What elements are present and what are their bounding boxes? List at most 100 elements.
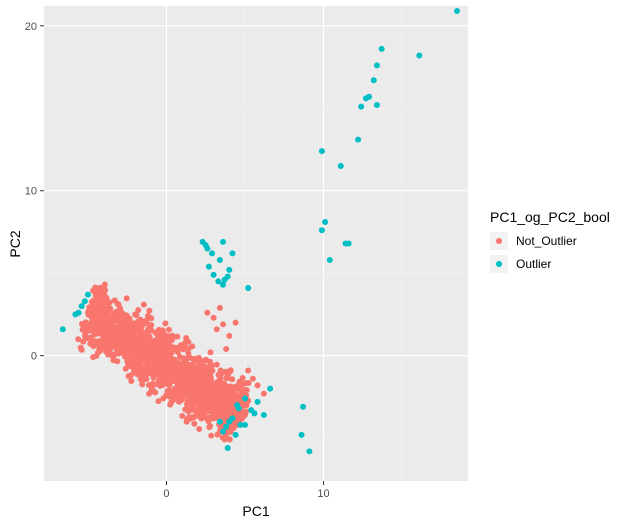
point-not-outlier-cloud <box>232 393 239 400</box>
point-not-outlier-cloud <box>154 328 161 335</box>
point-not-outlier-cloud <box>166 393 173 400</box>
point-not-outlier-cloud <box>117 317 124 324</box>
point-not-outlier <box>191 392 198 399</box>
point-not-outlier-cloud <box>146 307 153 314</box>
point-outlier <box>251 410 258 417</box>
point-not-outlier <box>100 308 107 315</box>
point-not-outlier <box>242 412 249 419</box>
point-not-outlier <box>138 349 145 356</box>
point-not-outlier-cloud <box>131 369 138 376</box>
point-not-outlier-cloud <box>125 317 132 324</box>
x-axis-ticks: 0 10 <box>163 481 330 500</box>
point-not-outlier-cloud <box>96 293 103 300</box>
point-outlier <box>267 385 274 392</box>
point-not-outlier <box>179 395 186 402</box>
legend-marker-outlier <box>496 261 502 267</box>
point-not-outlier-cloud <box>137 360 144 367</box>
point-not-outlier-cloud <box>128 377 135 384</box>
point-not-outlier-cloud <box>146 325 153 332</box>
point-not-outlier-cloud <box>169 332 176 339</box>
point-not-outlier <box>229 408 236 415</box>
point-outlier <box>242 395 249 402</box>
point-not-outlier <box>223 346 230 353</box>
point-not-outlier-cloud <box>183 401 190 408</box>
point-outlier <box>337 162 344 169</box>
point-outlier <box>205 263 212 270</box>
point-not-outlier <box>232 319 239 326</box>
point-not-outlier <box>157 362 164 369</box>
point-not-outlier-cloud <box>205 414 212 421</box>
point-not-outlier-cloud <box>178 387 185 394</box>
point-not-outlier <box>234 385 241 392</box>
grid-minor <box>44 6 468 481</box>
point-not-outlier-cloud <box>208 385 215 392</box>
point-not-outlier <box>187 387 194 394</box>
point-not-outlier-cloud <box>242 380 249 387</box>
point-not-outlier <box>116 327 123 334</box>
point-not-outlier-cloud <box>170 346 177 353</box>
point-not-outlier <box>207 349 214 356</box>
point-not-outlier-cloud <box>195 412 202 419</box>
point-not-outlier-cloud <box>137 376 144 383</box>
point-not-outlier <box>141 337 148 344</box>
point-not-outlier-cloud <box>213 361 220 368</box>
point-not-outlier <box>213 326 220 333</box>
point-outlier <box>260 412 267 419</box>
point-not-outlier-cloud <box>137 332 144 339</box>
point-outlier <box>237 421 244 428</box>
point-not-outlier-cloud <box>82 333 89 340</box>
point-not-outlier <box>210 415 217 422</box>
point-outlier <box>378 45 385 52</box>
point-not-outlier-cloud <box>148 315 155 322</box>
point-not-outlier-cloud <box>243 386 250 393</box>
legend-label-not-outlier: Not_Outlier <box>516 234 577 248</box>
point-not-outlier <box>155 379 162 386</box>
point-not-outlier <box>191 380 198 387</box>
y-tick-label: 10 <box>25 186 37 198</box>
point-not-outlier-cloud <box>192 355 199 362</box>
point-not-outlier-cloud <box>111 297 118 304</box>
point-not-outlier-cloud <box>162 320 169 327</box>
point-not-outlier-cloud <box>105 346 112 353</box>
point-not-outlier-cloud <box>145 368 152 375</box>
point-not-outlier <box>210 405 217 412</box>
point-outlier <box>221 276 228 283</box>
point-outlier <box>300 403 307 410</box>
point-not-outlier-cloud <box>114 358 121 365</box>
point-not-outlier-cloud <box>106 299 113 306</box>
point-not-outlier-cloud <box>135 307 142 314</box>
point-outlier <box>209 250 216 257</box>
point-not-outlier-cloud <box>88 323 95 330</box>
point-not-outlier-cloud <box>75 336 82 343</box>
point-outlier <box>84 291 91 298</box>
point-outlier <box>318 227 325 234</box>
point-not-outlier-cloud <box>91 331 98 338</box>
point-not-outlier <box>202 408 209 415</box>
point-not-outlier-cloud <box>103 294 110 301</box>
point-not-outlier-cloud <box>183 418 190 425</box>
point-outlier <box>220 428 227 435</box>
point-not-outlier-cloud <box>179 413 186 420</box>
point-not-outlier-cloud <box>155 343 162 350</box>
point-not-outlier-cloud <box>198 362 205 369</box>
point-not-outlier-cloud <box>166 343 173 350</box>
point-outlier <box>254 398 261 405</box>
point-outlier <box>234 402 241 409</box>
point-not-outlier-cloud <box>190 364 197 371</box>
point-not-outlier <box>92 304 99 311</box>
point-not-outlier <box>254 382 261 389</box>
point-not-outlier <box>182 374 189 381</box>
point-not-outlier-cloud <box>227 428 234 435</box>
y-axis-title: PC2 <box>7 230 23 257</box>
point-not-outlier-cloud <box>152 389 159 396</box>
point-not-outlier <box>130 341 137 348</box>
point-outlier <box>216 418 223 425</box>
point-not-outlier-cloud <box>134 364 141 371</box>
point-outlier <box>245 285 252 292</box>
point-not-outlier <box>116 322 123 329</box>
point-not-outlier-cloud <box>221 434 228 441</box>
point-not-outlier <box>122 326 129 333</box>
point-outlier <box>306 448 313 455</box>
point-not-outlier-cloud <box>152 337 159 344</box>
point-outlier <box>224 445 231 452</box>
